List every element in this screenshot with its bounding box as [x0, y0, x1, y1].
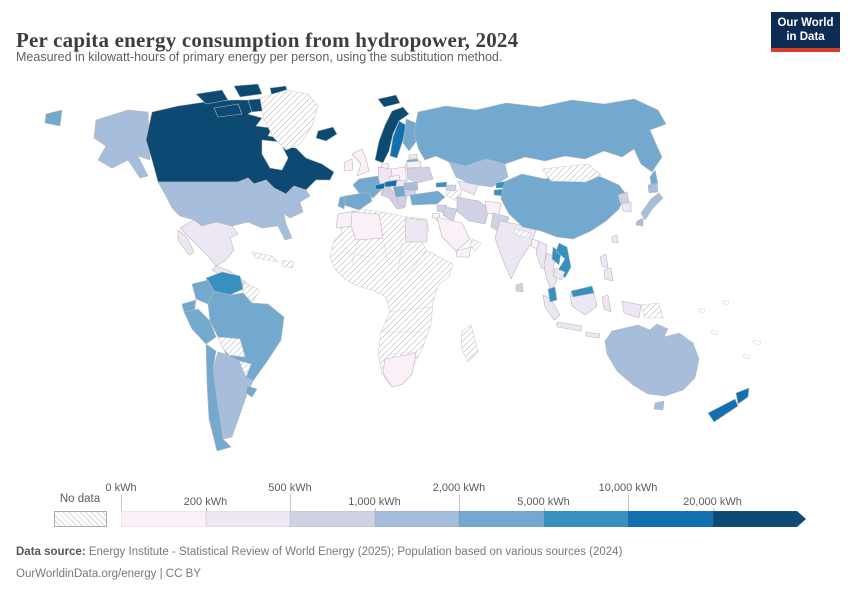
- country-ukraine[interactable]: [406, 166, 434, 184]
- country-romania[interactable]: [403, 181, 419, 191]
- country-turkey[interactable]: [409, 190, 446, 206]
- country-north-korea[interactable]: [617, 191, 630, 204]
- legend-segment[interactable]: [543, 511, 628, 527]
- legend-tick-line: [628, 495, 629, 511]
- country-alaska[interactable]: [93, 109, 151, 179]
- country-czechia[interactable]: [388, 174, 401, 182]
- no-data-swatch[interactable]: [54, 511, 107, 527]
- country-uruguay[interactable]: [245, 385, 258, 398]
- legend-tick-label: 1,000 kWh: [348, 496, 401, 508]
- legend-segment[interactable]: [459, 511, 544, 527]
- country-philippines[interactable]: [599, 253, 614, 282]
- country-spain[interactable]: [343, 191, 373, 211]
- country-ireland[interactable]: [343, 158, 354, 172]
- legend-segment[interactable]: [121, 511, 206, 527]
- country-japan[interactable]: [635, 182, 664, 227]
- legend-tick-line: [459, 495, 460, 511]
- country-hispaniola[interactable]: [281, 259, 295, 269]
- legend-segment[interactable]: [712, 511, 797, 527]
- country-norway[interactable]: [374, 106, 410, 164]
- legend-tick-label: 20,000 kWh: [683, 496, 742, 508]
- country-mongolia[interactable]: [541, 163, 602, 183]
- legend-tick-label: 500 kWh: [268, 482, 312, 494]
- legend-tick-label: 10,000 kWh: [598, 482, 658, 494]
- country-estonia[interactable]: [408, 153, 418, 160]
- country-south-africa[interactable]: [382, 352, 417, 388]
- chart-subtitle: Measured in kilowatt-hours of primary en…: [16, 50, 503, 64]
- country-georgia[interactable]: [435, 181, 448, 188]
- country-oman[interactable]: [469, 238, 482, 252]
- data-source-label: Data source:: [16, 546, 86, 558]
- pacific-islands: [698, 299, 762, 360]
- africa-internal-borders: [339, 237, 431, 355]
- data-source-line: Data source: Energy Institute - Statisti…: [16, 546, 622, 558]
- citation-line[interactable]: OurWorldinData.org/energy | CC BY: [16, 568, 201, 580]
- no-data-label: No data: [59, 493, 101, 505]
- country-chile[interactable]: [205, 343, 232, 452]
- legend-tick-label: 2,000 kWh: [432, 482, 486, 494]
- country-belarus[interactable]: [406, 160, 422, 169]
- country-brazil[interactable]: [207, 290, 285, 382]
- legend-tick-line: [205, 508, 207, 511]
- map-legend: No data 0 kWh 200 kWh 500 kWh 1,000 kWh 2,00…: [0, 482, 850, 534]
- country-cambodia[interactable]: [552, 267, 566, 281]
- country-iran[interactable]: [456, 196, 490, 225]
- legend-segment[interactable]: [628, 511, 713, 527]
- country-portugal[interactable]: [337, 195, 347, 210]
- country-bolivia[interactable]: [217, 336, 246, 358]
- country-peru[interactable]: [183, 308, 217, 345]
- country-uzbekistan[interactable]: [457, 180, 479, 196]
- legend-tick-line: [374, 508, 376, 511]
- country-greece[interactable]: [396, 195, 408, 208]
- legend-segment[interactable]: [290, 511, 375, 527]
- country-yemen[interactable]: [455, 246, 472, 258]
- country-svalbard[interactable]: [377, 94, 401, 108]
- country-indonesia[interactable]: [542, 289, 642, 339]
- country-egypt[interactable]: [404, 217, 428, 243]
- country-united-kingdom[interactable]: [351, 148, 370, 177]
- country-kazakhstan[interactable]: [448, 158, 509, 188]
- owid-logo: Our World in Data: [771, 12, 840, 52]
- legend-tick-label: 5,000 kWh: [517, 496, 570, 508]
- legend-tick-label: 200 kWh: [183, 496, 228, 508]
- legend-tick-line: [543, 508, 545, 511]
- country-madagascar[interactable]: [460, 324, 479, 363]
- country-australia[interactable]: [604, 323, 700, 411]
- country-papua-new-guinea[interactable]: [640, 302, 664, 319]
- country-russia[interactable]: [413, 98, 667, 173]
- owid-logo-line2: in Data: [786, 31, 825, 43]
- legend-tick-line: [712, 508, 714, 511]
- legend-tick-line: [121, 495, 122, 511]
- legend-segment[interactable]: [374, 511, 459, 527]
- country-chukotka-wrap[interactable]: [44, 109, 63, 127]
- legend-colorbar: [121, 511, 797, 527]
- country-cuba[interactable]: [251, 251, 279, 263]
- country-new-zealand[interactable]: [707, 387, 750, 423]
- country-malaysia[interactable]: [547, 285, 595, 303]
- country-austria[interactable]: [384, 179, 398, 188]
- country-sri-lanka[interactable]: [515, 282, 524, 293]
- country-azerbaijan[interactable]: [445, 184, 457, 192]
- legend-segment[interactable]: [205, 511, 290, 527]
- country-south-korea[interactable]: [621, 201, 632, 213]
- country-france[interactable]: [352, 175, 382, 199]
- country-saudi-arabia[interactable]: [436, 216, 471, 252]
- legend-arrow: [797, 511, 806, 527]
- country-algeria[interactable]: [350, 211, 384, 241]
- country-iceland[interactable]: [315, 126, 338, 142]
- data-source-text: Energy Institute - Statistical Review of…: [85, 546, 623, 558]
- country-greenland[interactable]: [259, 89, 319, 151]
- legend-tick-label: 0 kWh: [105, 482, 137, 494]
- country-nepal[interactable]: [513, 228, 532, 239]
- owid-logo-line1: Our World: [777, 16, 834, 29]
- country-taiwan[interactable]: [611, 234, 619, 244]
- legend-tick-line: [290, 495, 291, 511]
- country-mexico[interactable]: [177, 219, 239, 267]
- page-title: Per capita energy consumption from hydro…: [16, 28, 519, 53]
